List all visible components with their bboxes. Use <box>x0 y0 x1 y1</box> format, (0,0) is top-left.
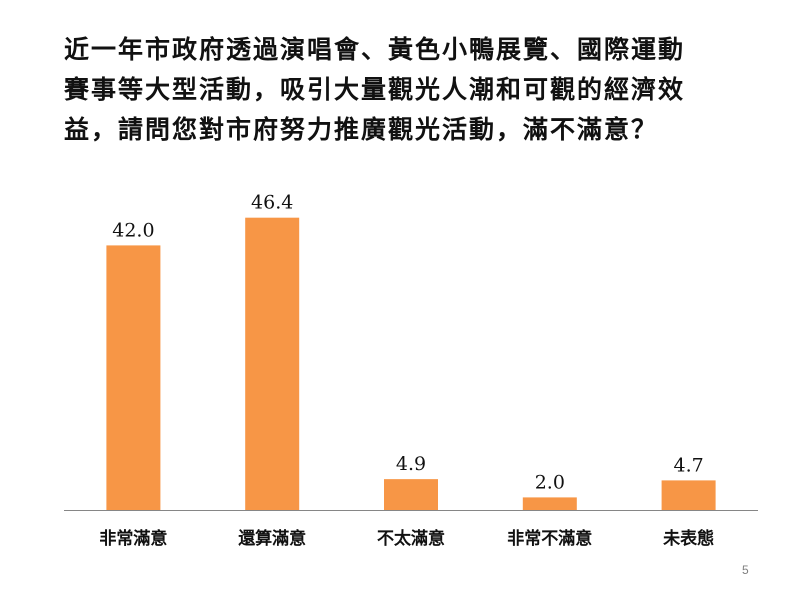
title-line-3: 益，請問您對市府努力推廣觀光活動，滿不滿意？ <box>64 115 659 144</box>
page-number: 5 <box>742 563 749 577</box>
title-line-2: 賽事等大型活動，吸引大量觀光人潮和可觀的經濟效 <box>64 75 686 104</box>
data-label-1: 42.0 <box>112 219 154 241</box>
slide-title: 近一年市政府透過演唱會、黃色小鴨展覽、國際運動 賽事等大型活動，吸引大量觀光人潮… <box>64 30 764 150</box>
category-label-1: 非常滿意 <box>99 528 167 549</box>
data-label-5: 4.7 <box>673 454 703 476</box>
category-label-5: 未表態 <box>662 528 714 549</box>
data-label-4: 2.0 <box>535 471 565 493</box>
bar-4 <box>522 497 577 510</box>
category-label-2: 還算滿意 <box>238 528 306 549</box>
data-label-2: 46.4 <box>251 192 293 214</box>
bar-2 <box>245 217 300 510</box>
category-label-3: 不太滿意 <box>377 528 445 549</box>
bar-1 <box>106 245 161 510</box>
bar-5 <box>661 480 716 510</box>
data-label-3: 4.9 <box>396 453 426 475</box>
title-line-1: 近一年市政府透過演唱會、黃色小鴨展覽、國際運動 <box>64 35 686 64</box>
category-label-4: 非常不滿意 <box>507 528 592 549</box>
bar-3 <box>384 479 438 510</box>
